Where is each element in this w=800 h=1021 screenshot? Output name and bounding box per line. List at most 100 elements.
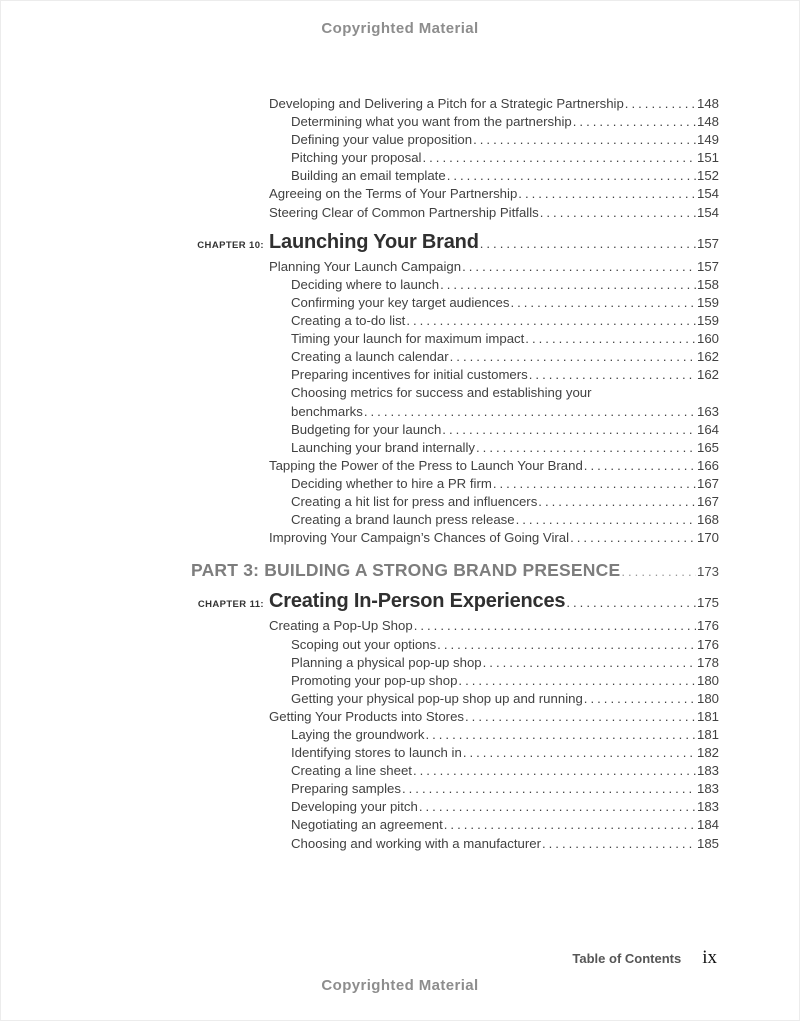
toc-entry: Timing your launch for maximum impact 160 (191, 330, 719, 348)
dot-leader (480, 235, 696, 253)
page-number: 178 (696, 654, 719, 670)
toc-entry-text: Defining your value proposition (291, 132, 473, 148)
chapter-heading: Chapter 10: Launching Your Brand 157 (191, 230, 719, 255)
toc-entry: Budgeting for your launch 164 (191, 421, 719, 439)
toc-entry-text: Building an email template (291, 168, 446, 184)
copyright-notice-bottom: Copyrighted Material (321, 977, 479, 994)
toc-entry: Defining your value proposition 149 (191, 131, 719, 149)
dot-leader (625, 95, 696, 113)
toc-entry: Launching your brand internally 165 (191, 439, 719, 457)
toc-entry: Developing and Delivering a Pitch for a … (191, 95, 719, 113)
dot-leader (542, 835, 696, 853)
toc-entry-text: Tapping the Power of the Press to Launch… (269, 457, 583, 473)
toc-entry-text: Laying the groundwork (291, 727, 425, 742)
dot-leader (493, 475, 696, 493)
toc-entry: Creating a Pop-Up Shop 176 (191, 617, 719, 635)
toc-entry-text: Identifying stores to launch in (291, 745, 462, 761)
chapter-label: Chapter 11: (197, 599, 264, 611)
page-number: 154 (696, 186, 719, 202)
page-number: 165 (696, 439, 719, 455)
page-number: 183 (696, 799, 719, 815)
page-number: 158 (696, 276, 719, 292)
toc-entry: Promoting your pop-up shop 180 (191, 672, 719, 690)
toc-entry-text: Creating a brand launch press release (291, 512, 515, 528)
toc-entry: Identifying stores to launch in 182 (191, 744, 719, 762)
dot-leader (573, 113, 696, 131)
toc-entry-text: Creating a Pop-Up Shop (269, 618, 413, 634)
dot-leader (476, 439, 696, 457)
toc-entry-text: Deciding where to launch (291, 276, 440, 292)
toc-entry: Determining what you want from the partn… (191, 113, 719, 131)
toc-entry-text: Creating a hit list for press and influe… (291, 493, 538, 509)
page-number: 176 (696, 618, 719, 634)
part-title: PART 3: BUILDING A STRONG BRAND PRESENCE (191, 560, 621, 581)
toc-entry-text: Creating a line sheet (291, 763, 412, 779)
toc-entry-text: Timing your launch for maximum impact (291, 331, 525, 347)
dot-leader (462, 258, 696, 276)
dot-leader (566, 594, 696, 612)
toc-entry: Planning a physical pop-up shop 178 (191, 654, 719, 672)
toc-entry-text: Scoping out your options (291, 636, 437, 652)
chapter-title: Launching Your Brand (269, 230, 479, 253)
page-number: 160 (696, 331, 719, 347)
dot-leader (414, 617, 696, 635)
toc-entry-text: Pitching your proposal (291, 150, 422, 166)
toc-entry: Negotiating an agreement 184 (191, 816, 719, 834)
dot-leader (419, 798, 696, 816)
dot-leader (621, 563, 696, 581)
toc-entry-text: Developing your pitch (291, 799, 418, 815)
dot-leader (483, 654, 696, 672)
page-number: 183 (696, 763, 719, 779)
dot-leader (525, 330, 696, 348)
dot-leader (540, 204, 696, 222)
toc-entry-continuation: benchmarks 163 (191, 403, 719, 421)
toc-entry: Preparing samples 183 (191, 780, 719, 798)
dot-leader (458, 672, 696, 690)
dot-leader (422, 149, 696, 167)
dot-leader (529, 366, 696, 384)
toc-entry-text: Developing and Delivering a Pitch for a … (269, 96, 624, 111)
toc-entry: Preparing incentives for initial custome… (191, 366, 719, 384)
page-number: 180 (696, 690, 719, 706)
toc-entry: Getting your physical pop-up shop up and… (191, 690, 719, 708)
dot-leader (402, 780, 696, 798)
toc-entry: Creating a hit list for press and influe… (191, 493, 719, 511)
toc-entry: Getting Your Products into Stores 181 (191, 708, 719, 726)
page-number: 182 (696, 745, 719, 761)
dot-leader (516, 511, 696, 529)
toc-entry-text: Choosing and working with a manufacturer (291, 835, 541, 851)
page-number: 176 (696, 636, 719, 652)
footer: Table of Contents ix (572, 947, 717, 969)
toc-entry-text: Improving Your Campaign’s Chances of Goi… (269, 530, 570, 546)
toc-entry: Planning Your Launch Campaign 157 (191, 258, 719, 276)
dot-leader (425, 726, 696, 744)
toc-entry: Pitching your proposal 151 (191, 149, 719, 167)
toc-entry-text: Choosing metrics for success and establi… (291, 385, 592, 401)
dot-leader (463, 744, 696, 762)
toc-entry: Agreeing on the Terms of Your Partnershi… (191, 185, 719, 203)
toc-entry: Creating a line sheet 183 (191, 762, 719, 780)
page-number: 149 (696, 132, 719, 148)
page-number: 181 (696, 708, 719, 724)
toc-entry: Tapping the Power of the Press to Launch… (191, 457, 719, 475)
toc-entry-text: Promoting your pop-up shop (291, 672, 458, 688)
page-number: 184 (696, 817, 719, 833)
toc-entry: Scoping out your options 176 (191, 636, 719, 654)
page-number: 173 (696, 564, 719, 580)
toc-entry: Choosing and working with a manufacturer… (191, 835, 719, 853)
toc-entry: Choosing metrics for success and establi… (191, 384, 719, 402)
page-number: 181 (696, 727, 719, 742)
page-number: 159 (696, 294, 719, 310)
part-heading: PART 3: BUILDING A STRONG BRAND PRESENCE… (191, 561, 719, 581)
toc-entry: Creating a launch calendar 162 (191, 348, 719, 366)
page-number: 164 (696, 421, 719, 437)
toc-entry-text: Planning a physical pop-up shop (291, 654, 482, 670)
page-number: 167 (696, 475, 719, 491)
toc-entry: Steering Clear of Common Partnership Pit… (191, 204, 719, 222)
page-number: 162 (696, 367, 719, 383)
page-number: 159 (696, 313, 719, 329)
toc-entry-text: Getting Your Products into Stores (269, 708, 464, 724)
toc-entry: Confirming your key target audiences 159 (191, 294, 719, 312)
page-number: 152 (696, 168, 719, 184)
toc-entry-text: Launching your brand internally (291, 439, 476, 455)
